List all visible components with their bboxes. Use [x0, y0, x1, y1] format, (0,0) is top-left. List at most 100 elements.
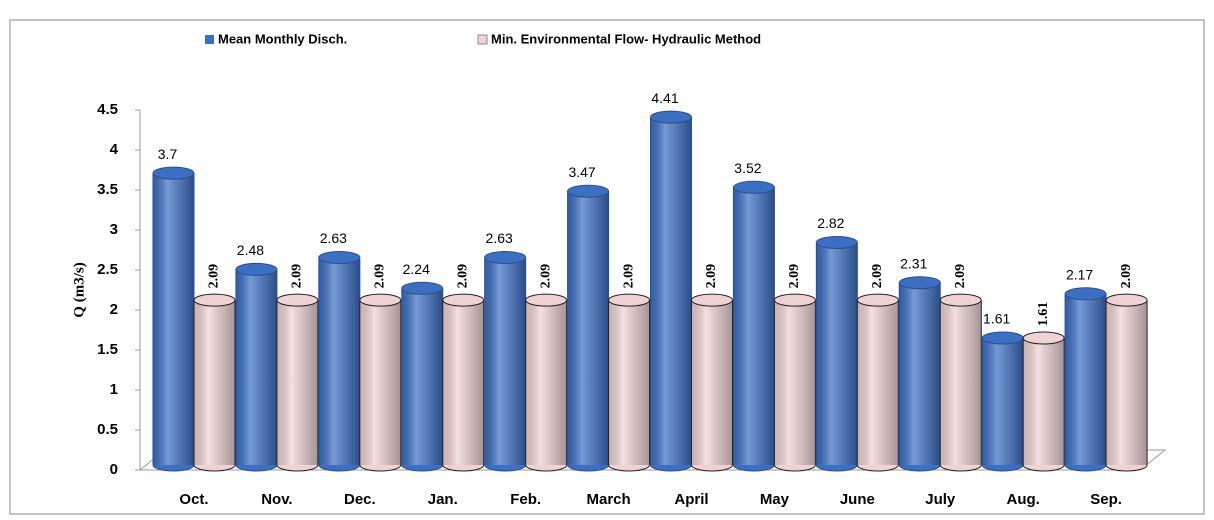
value-label: 2.09: [1119, 264, 1134, 289]
bar-cap: [525, 293, 568, 307]
bar-shade: [235, 269, 277, 465]
bar-cap: [235, 262, 278, 276]
value-label: 2.24: [403, 261, 430, 277]
bar-shade: [1065, 293, 1107, 465]
value-label: 1.61: [1036, 302, 1051, 327]
y-tick-label: 1: [110, 381, 118, 398]
bar-cap: [691, 293, 733, 307]
value-label: 3.52: [734, 160, 761, 176]
bar-cap: [732, 180, 775, 194]
x-tick-label: Aug.: [1007, 491, 1040, 508]
value-label: 3.47: [568, 164, 595, 180]
x-tick-label: Feb.: [510, 491, 541, 508]
bar-cap: [401, 281, 444, 295]
bar-cap: [152, 166, 195, 180]
x-tick-label: April: [674, 491, 708, 508]
x-tick-label: March: [586, 491, 630, 508]
bar-shade: [733, 187, 775, 466]
x-tick-label: May: [760, 491, 790, 508]
bar-shade: [525, 300, 567, 465]
y-tick-label: 4: [110, 141, 119, 158]
bar-cap: [898, 276, 941, 290]
bar-shade: [857, 300, 899, 465]
value-label: 2.17: [1066, 267, 1093, 283]
value-label: 3.7: [158, 146, 178, 162]
value-label: 2.09: [207, 264, 222, 289]
bar-shade: [608, 300, 650, 465]
value-label: 2.31: [900, 255, 927, 271]
y-tick-label: 0.5: [97, 421, 118, 438]
bar-shade: [567, 191, 609, 465]
bar-shade: [650, 117, 692, 465]
value-label: 2.09: [953, 264, 968, 289]
y-tick-label: 2.5: [97, 261, 118, 278]
y-tick-label: 2: [110, 301, 118, 318]
y-tick-label: 4.5: [97, 101, 118, 118]
bar-shade: [774, 300, 816, 465]
x-tick-label: June: [840, 491, 875, 508]
legend-swatch: [477, 34, 488, 45]
bar-shade: [940, 300, 982, 465]
y-tick-label: 3: [110, 221, 118, 238]
bar-cap: [650, 110, 692, 124]
bar-cap: [939, 293, 982, 307]
value-label: 2.09: [621, 264, 636, 289]
bar-cap: [1022, 331, 1065, 345]
value-label: 2.09: [455, 264, 470, 289]
y-tick-label: 1.5: [97, 341, 118, 358]
bar-shade: [816, 242, 858, 465]
x-tick-label: Dec.: [344, 491, 376, 508]
bar-shade: [1023, 337, 1065, 465]
legend-label: Mean Monthly Disch.: [218, 31, 347, 46]
x-tick-label: Nov.: [261, 491, 292, 508]
bar-cap: [773, 293, 816, 307]
bar-shade: [359, 300, 401, 465]
bar-shade: [194, 300, 235, 465]
value-label: 2.82: [817, 215, 844, 231]
value-label: 1.61: [983, 311, 1010, 327]
bar-cap: [442, 293, 485, 307]
x-tick-label: Sep.: [1090, 491, 1122, 508]
value-label: 2.09: [538, 264, 553, 289]
x-tick-label: July: [925, 491, 956, 508]
x-tick-label: Oct.: [179, 491, 208, 508]
bar-cap: [1105, 293, 1148, 307]
bar-shade: [899, 282, 941, 465]
x-tick-label: Jan.: [428, 491, 458, 508]
value-label: 2.09: [870, 264, 885, 289]
value-label: 2.09: [373, 264, 388, 289]
bar-cap: [318, 251, 361, 265]
legend-label: Min. Environmental Flow- Hydraulic Metho…: [491, 31, 761, 46]
bar-cap: [981, 331, 1024, 345]
bar-cap: [193, 293, 236, 307]
bar-shade: [982, 337, 1024, 465]
value-label: 2.09: [704, 264, 719, 289]
bar-shade: [318, 257, 360, 465]
bar-cap: [276, 293, 319, 307]
bar-shade: [442, 300, 484, 465]
y-tick-label: 0: [110, 461, 118, 478]
y-tick-label: 3.5: [97, 181, 118, 198]
value-label: 2.63: [320, 230, 347, 246]
bar-cap: [1064, 287, 1107, 301]
bar-cap: [608, 293, 651, 307]
bar-cap: [359, 293, 402, 307]
bar-shade: [691, 300, 733, 465]
value-label: 2.48: [237, 242, 264, 258]
bar-cap: [567, 184, 610, 198]
bar-shade: [153, 173, 194, 465]
bar-cap: [815, 236, 858, 250]
bar-shade: [401, 288, 443, 465]
value-label: 2.09: [787, 264, 802, 289]
bar-cap: [484, 251, 527, 265]
bar-shade: [484, 257, 526, 465]
y-axis-label: Q (m3/s): [71, 262, 87, 317]
bar-shade: [1106, 300, 1148, 465]
value-label: 4.41: [651, 90, 678, 106]
bar-cap: [856, 293, 899, 307]
value-label: 2.63: [486, 230, 513, 246]
value-label: 2.09: [290, 264, 305, 289]
bar-shade: [276, 300, 318, 465]
legend-swatch: [205, 35, 214, 44]
